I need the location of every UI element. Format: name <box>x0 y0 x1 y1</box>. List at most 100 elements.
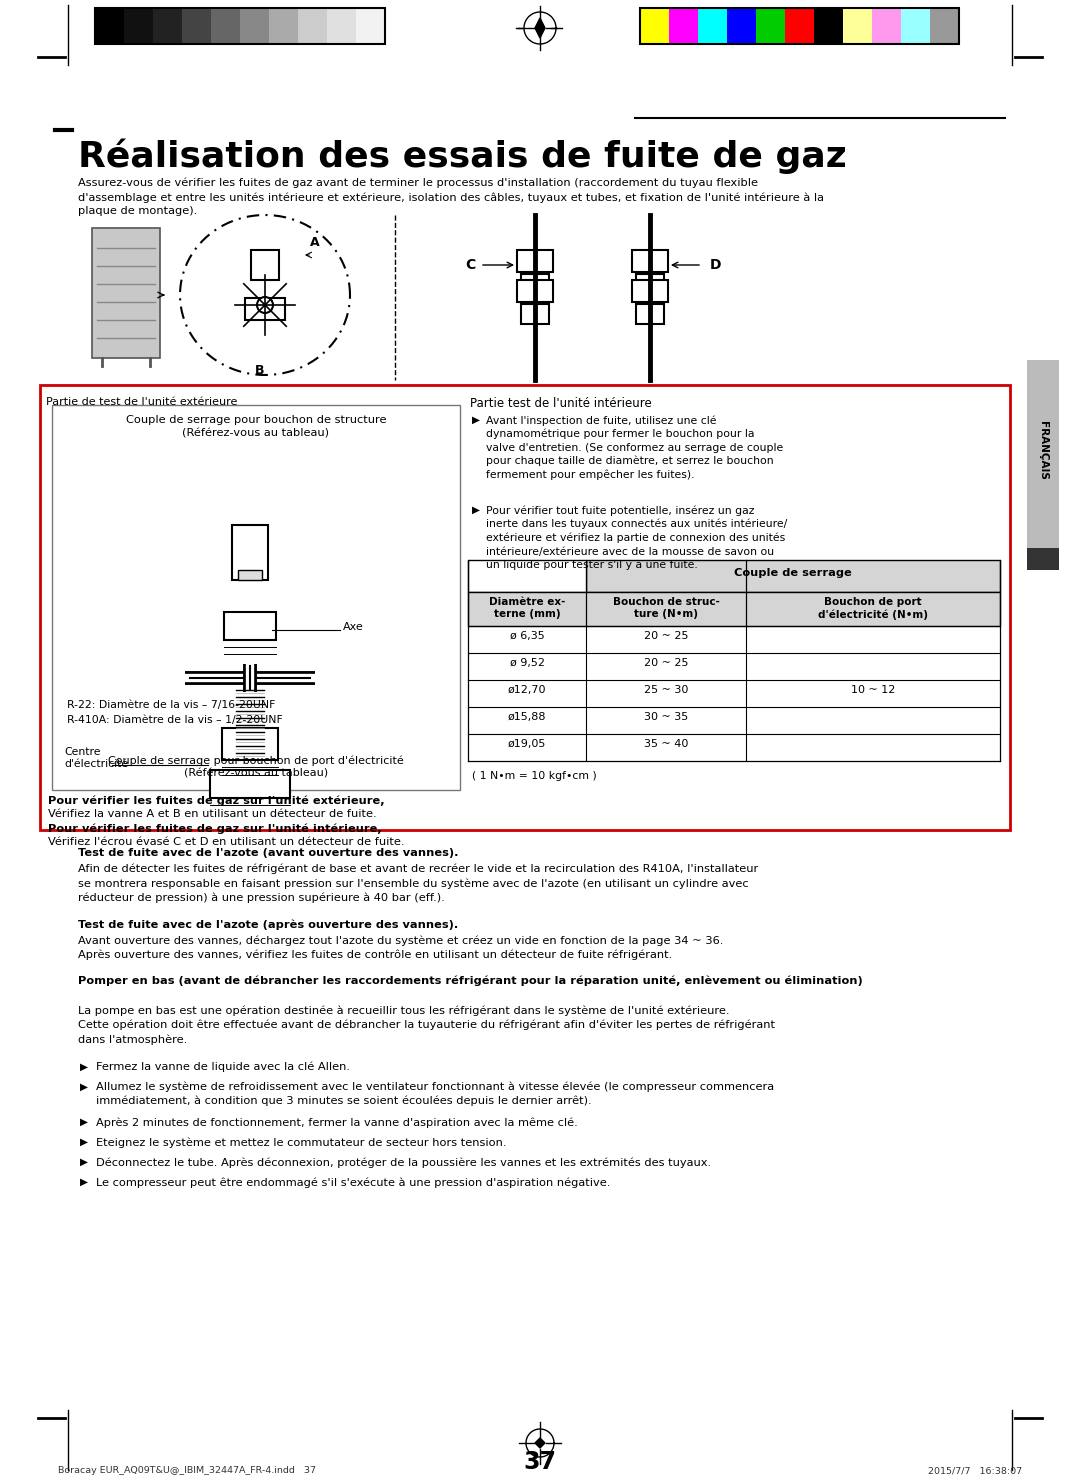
Text: R-22: Diamètre de la vis – 7/16-20UNF: R-22: Diamètre de la vis – 7/16-20UNF <box>67 700 275 710</box>
Bar <box>1027 548 1059 570</box>
Text: Déconnectez le tube. Après déconnexion, protéger de la poussière les vannes et l: Déconnectez le tube. Après déconnexion, … <box>96 1157 711 1168</box>
Text: Réalisation des essais de fuite de gaz: Réalisation des essais de fuite de gaz <box>78 137 847 174</box>
Bar <box>95 7 124 44</box>
Text: Eteignez le système et mettez le commutateur de secteur hors tension.: Eteignez le système et mettez le commuta… <box>96 1137 507 1147</box>
Bar <box>785 7 814 44</box>
Bar <box>517 249 553 272</box>
Text: Vérifiez l'écrou évasé C et D en utilisant un détecteur de fuite.: Vérifiez l'écrou évasé C et D en utilisa… <box>48 837 405 847</box>
Text: ▶: ▶ <box>80 1117 87 1128</box>
Bar <box>640 7 959 44</box>
Bar <box>636 304 664 325</box>
Text: 2015/7/7   16:38:07: 2015/7/7 16:38:07 <box>928 1466 1022 1475</box>
Bar <box>586 559 1000 592</box>
Text: Avant ouverture des vannes, déchargez tout l'azote du système et créez un vide e: Avant ouverture des vannes, déchargez to… <box>78 934 724 959</box>
Bar <box>468 592 1000 626</box>
Circle shape <box>257 297 273 313</box>
Text: 35 ~ 40: 35 ~ 40 <box>644 739 688 748</box>
Text: Couple de serrage pour bouchon de port d'électricité
(Référez-vous au tableau): Couple de serrage pour bouchon de port d… <box>108 756 404 779</box>
Bar <box>269 7 298 44</box>
Bar <box>640 7 669 44</box>
Bar <box>632 249 669 272</box>
Text: La pompe en bas est une opération destinée à recueillir tous les réfrigérant dan: La pompe en bas est une opération destin… <box>78 1005 729 1015</box>
Bar <box>930 7 959 44</box>
Bar <box>327 7 356 44</box>
Text: C: C <box>464 258 475 272</box>
Bar <box>240 7 269 44</box>
Text: Cette opération doit être effectuée avant de débrancher la tuyauterie du réfrigé: Cette opération doit être effectuée avan… <box>78 1020 775 1045</box>
Bar <box>669 7 698 44</box>
Text: ø12,70: ø12,70 <box>508 685 546 695</box>
Text: 30 ~ 35: 30 ~ 35 <box>644 711 688 722</box>
Bar <box>52 404 460 790</box>
Text: ▶: ▶ <box>80 1157 87 1168</box>
Text: Axe: Axe <box>343 621 364 632</box>
Text: Pour vérifier les fuites de gaz sur l'unité extérieure,: Pour vérifier les fuites de gaz sur l'un… <box>48 796 384 806</box>
Text: Couple de serrage: Couple de serrage <box>734 568 852 579</box>
Text: ø15,88: ø15,88 <box>508 711 546 722</box>
Text: Avant l'inspection de fuite, utilisez une clé
dynamométrique pour fermer le bouc: Avant l'inspection de fuite, utilisez un… <box>486 415 783 480</box>
Bar <box>517 280 553 303</box>
Text: ▶: ▶ <box>472 505 480 515</box>
Text: Le compresseur peut être endommagé s'il s'exécute à une pression d'aspiration né: Le compresseur peut être endommagé s'il … <box>96 1176 610 1188</box>
Text: ▶: ▶ <box>80 1082 87 1092</box>
Bar <box>232 525 268 580</box>
Bar <box>211 7 240 44</box>
Bar <box>210 770 291 799</box>
Text: Après 2 minutes de fonctionnement, fermer la vanne d'aspiration avec la même clé: Après 2 minutes de fonctionnement, ferme… <box>96 1117 578 1128</box>
Text: Bouchon de port
d'électricité (N•m): Bouchon de port d'électricité (N•m) <box>818 596 928 620</box>
Bar <box>814 7 843 44</box>
Text: 20 ~ 25: 20 ~ 25 <box>644 658 688 669</box>
Bar <box>698 7 727 44</box>
Bar <box>92 227 160 359</box>
Bar <box>40 385 1010 830</box>
Bar <box>872 7 901 44</box>
Text: ▶: ▶ <box>472 415 480 425</box>
Text: Test de fuite avec de l'azote (avant ouverture des vannes).: Test de fuite avec de l'azote (avant ouv… <box>78 849 459 858</box>
Bar <box>183 7 211 44</box>
Text: B: B <box>255 363 265 376</box>
Bar <box>521 275 549 294</box>
Text: Test de fuite avec de l'azote (après ouverture des vannes).: Test de fuite avec de l'azote (après ouv… <box>78 920 458 930</box>
Text: Pour vérifier tout fuite potentielle, insérez un gaz
inerte dans les tuyaux conn: Pour vérifier tout fuite potentielle, in… <box>486 505 787 570</box>
Text: 25 ~ 30: 25 ~ 30 <box>644 685 688 695</box>
Text: A: A <box>310 236 320 248</box>
Bar <box>756 7 785 44</box>
Bar <box>224 613 276 641</box>
Text: Partie de test de l'unité extérieure: Partie de test de l'unité extérieure <box>46 397 238 407</box>
Bar <box>521 304 549 325</box>
Polygon shape <box>535 1438 545 1448</box>
Bar <box>632 280 669 303</box>
Text: ø19,05: ø19,05 <box>508 739 546 748</box>
Text: Boracay EUR_AQ09T&U@_IBIM_32447A_FR-4.indd   37: Boracay EUR_AQ09T&U@_IBIM_32447A_FR-4.in… <box>58 1466 316 1475</box>
Bar <box>1027 360 1059 570</box>
Text: Pomper en bas (avant de débrancher les raccordements réfrigérant pour la réparat: Pomper en bas (avant de débrancher les r… <box>78 976 863 986</box>
Bar <box>356 7 384 44</box>
Bar <box>238 570 262 580</box>
Bar <box>251 249 279 280</box>
Text: ( 1 N•m = 10 kgf•cm ): ( 1 N•m = 10 kgf•cm ) <box>472 770 597 781</box>
Text: 37: 37 <box>524 1449 556 1475</box>
Bar <box>468 559 586 592</box>
Text: 10 ~ 12: 10 ~ 12 <box>851 685 895 695</box>
Text: Diamètre ex-
terne (mm): Diamètre ex- terne (mm) <box>489 596 565 620</box>
Text: Vérifiez la vanne A et B en utilisant un détecteur de fuite.: Vérifiez la vanne A et B en utilisant un… <box>48 809 377 819</box>
Bar <box>298 7 327 44</box>
Polygon shape <box>535 18 545 38</box>
Text: ø 6,35: ø 6,35 <box>510 632 544 641</box>
Text: FRANÇAIS: FRANÇAIS <box>1038 421 1048 480</box>
Text: ▶: ▶ <box>80 1137 87 1147</box>
Bar <box>901 7 930 44</box>
Text: Assurez-vous de vérifier les fuites de gaz avant de terminer le processus d'inst: Assurez-vous de vérifier les fuites de g… <box>78 179 824 217</box>
Text: 20 ~ 25: 20 ~ 25 <box>644 632 688 641</box>
Bar <box>636 275 664 294</box>
Bar <box>727 7 756 44</box>
Text: Partie test de l'unité intérieure: Partie test de l'unité intérieure <box>470 397 651 410</box>
Text: D: D <box>710 258 721 272</box>
Text: Fermez la vanne de liquide avec la clé Allen.: Fermez la vanne de liquide avec la clé A… <box>96 1063 350 1073</box>
Bar <box>153 7 183 44</box>
Bar <box>843 7 872 44</box>
Text: ▶: ▶ <box>80 1063 87 1072</box>
Text: R-410A: Diamètre de la vis – 1/2-20UNF: R-410A: Diamètre de la vis – 1/2-20UNF <box>67 714 283 725</box>
Text: Bouchon de struc-
ture (N•m): Bouchon de struc- ture (N•m) <box>612 596 719 620</box>
Bar <box>222 728 278 760</box>
